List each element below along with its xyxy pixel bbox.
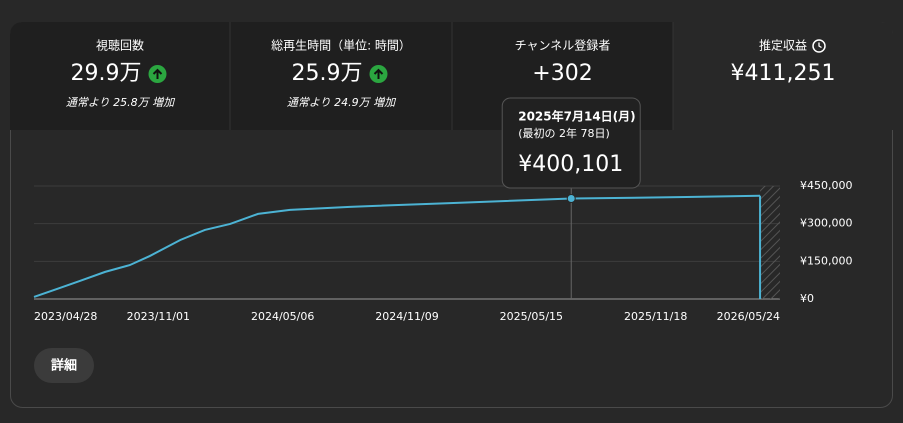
metric-note: 通常より 24.9万 増加	[287, 96, 397, 109]
metric-label: チャンネル登録者	[515, 38, 611, 53]
metric-value: ¥411,251	[731, 61, 836, 86]
chart: ¥0 ¥150,000 ¥300,000 ¥450,000 2023/04/28 2023…	[33, 97, 853, 323]
metric-label: 総再生時間（単位: 時間）	[271, 38, 411, 53]
metric-label: 視聴回数	[96, 38, 144, 53]
details-button-label[interactable]: 詳細	[51, 358, 77, 374]
x-tick-label: 2024/11/09	[375, 310, 438, 323]
metric-tab[interactable]	[10, 22, 230, 130]
tooltip	[501, 97, 641, 189]
x-tick-label: 2025/05/15	[500, 310, 563, 323]
tooltip-value: ¥400,101	[518, 152, 623, 177]
trend-arrow	[152, 68, 163, 79]
trend-up-icon	[369, 65, 388, 83]
metric-value: 25.9万	[292, 61, 363, 86]
trend-up-icon	[148, 65, 167, 83]
metric-value: 29.9万	[71, 61, 142, 86]
x-tick-label: 2023/04/28	[34, 310, 97, 323]
clock-icon	[812, 39, 826, 53]
x-tick-label: 2025/11/18	[624, 310, 687, 323]
metric-label: 推定収益	[759, 38, 807, 53]
series-line	[33, 194, 761, 298]
y-tick-label: ¥300,000	[800, 217, 853, 230]
trend-arrow	[373, 68, 384, 79]
hover-point	[566, 194, 576, 204]
metric-value: +302	[532, 61, 592, 86]
future-hatch	[760, 186, 780, 299]
tooltip-title: 2025年7月14日(月)	[518, 109, 635, 124]
details-button[interactable]	[34, 348, 94, 383]
clock-hands	[818, 42, 822, 49]
metric-tab[interactable]	[230, 22, 452, 130]
y-tick-label: ¥450,000	[800, 179, 853, 192]
metric-note: 通常より 25.8万 増加	[66, 96, 176, 109]
y-tick-label: ¥0	[800, 292, 814, 305]
tooltip-note: (最初の 2年 78日)	[518, 126, 610, 140]
x-tick-label: 2024/05/06	[251, 310, 314, 323]
metric-tab[interactable]	[673, 22, 893, 130]
x-tick-label: 2026/05/24	[717, 310, 780, 323]
x-tick-label: 2023/11/01	[127, 310, 190, 323]
clock-face	[812, 39, 826, 53]
y-tick-label: ¥150,000	[800, 254, 853, 267]
